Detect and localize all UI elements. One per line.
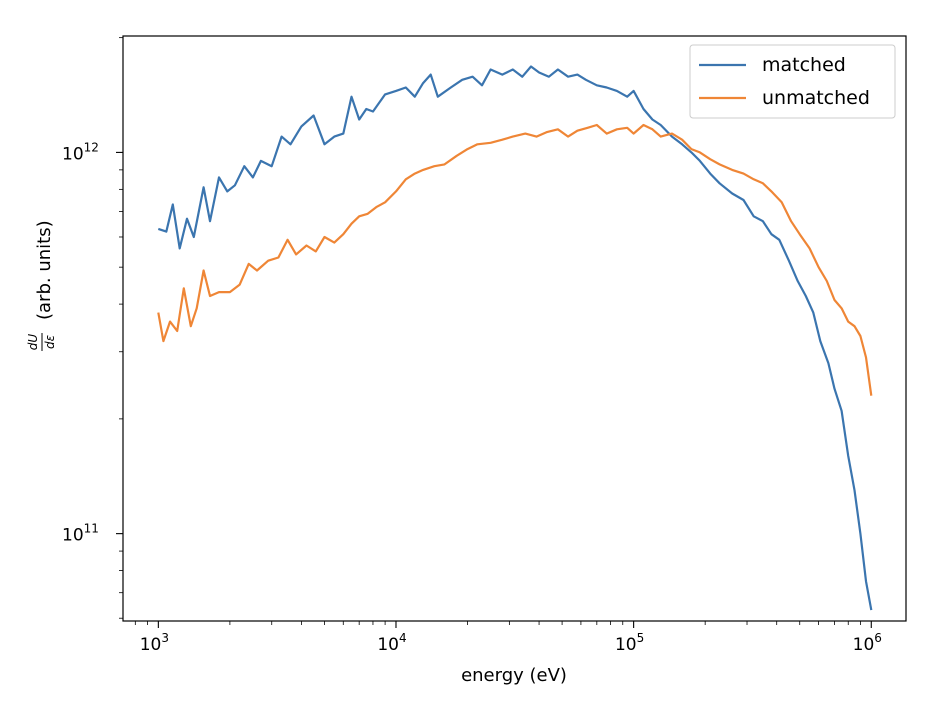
y-axis-label-fraction-denominator: dε [43, 334, 57, 349]
legend-label-matched: matched [762, 54, 846, 76]
x-axis-ticks: 103 104 105 106 [134, 621, 882, 655]
legend: matched unmatched [689, 44, 896, 119]
y-axis-label: dU dε (arb. units) [26, 220, 57, 351]
series-line-unmatched [157, 123, 873, 396]
y-tick-label: 1011 [62, 522, 99, 546]
y-axis-ticks: 1011 1012 [62, 37, 123, 619]
series-line-matched [157, 65, 873, 611]
legend-label-unmatched: unmatched [762, 87, 870, 109]
y-tick-label: 1012 [62, 140, 99, 164]
y-axis-label-text: (arb. units) [34, 220, 55, 320]
legend-frame [689, 44, 896, 119]
series-layer [157, 65, 873, 611]
x-tick-label: 106 [853, 631, 882, 655]
x-tick-label: 103 [140, 631, 169, 655]
y-axis-label-fraction-numerator: dU [26, 334, 40, 351]
x-tick-label: 104 [377, 631, 406, 655]
axes-frame [122, 35, 907, 622]
x-axis-label: energy (eV) [461, 665, 567, 686]
plot-area [122, 35, 907, 622]
x-tick-label: 105 [615, 631, 644, 655]
